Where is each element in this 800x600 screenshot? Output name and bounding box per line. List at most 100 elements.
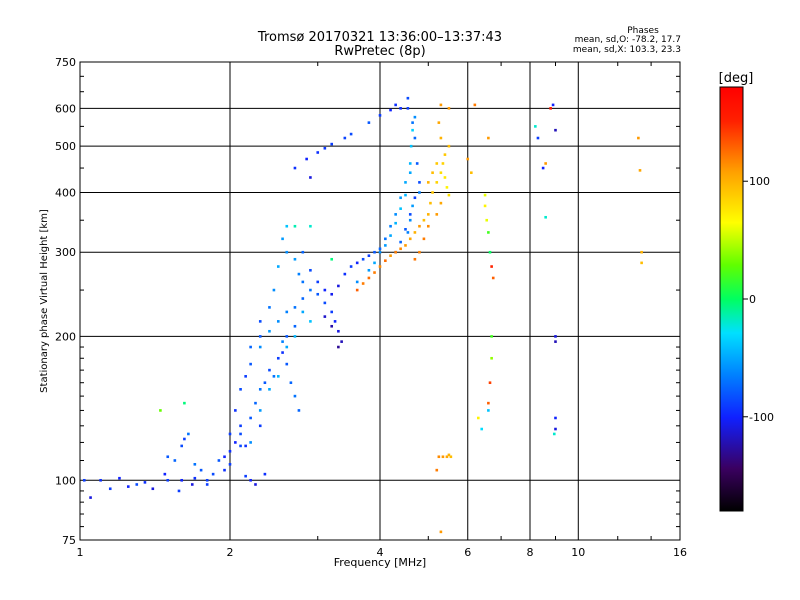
data-point [473,103,477,107]
data-point [301,280,305,284]
y-tick-label: 100 [55,474,76,487]
data-point [394,221,397,225]
data-point [355,261,359,265]
data-point [541,166,545,170]
data-point [408,237,412,241]
data-point [272,375,276,378]
data-point [552,432,556,436]
data-point [281,340,284,343]
data-point [361,282,365,285]
data-point [276,265,280,268]
data-point [268,306,271,309]
data-point [437,455,441,459]
data-point [234,409,237,412]
data-point [193,476,197,480]
data-point [384,259,387,262]
colorbar-tick-label: -100 [749,411,774,424]
data-point [309,268,312,272]
data-point [163,472,167,476]
data-point [340,340,343,343]
data-point [378,114,382,117]
data-point [404,181,407,184]
data-point [487,231,490,234]
y-axis: 75 100 200 300 400 500 600 750 [55,56,680,547]
data-point [249,345,252,349]
data-point [281,237,284,241]
data-point [404,193,407,197]
data-point [293,324,297,328]
data-point [297,272,301,276]
data-point [435,468,439,472]
data-point [337,284,340,288]
x-axis-label: Frequency [MHz] [334,556,426,569]
data-point [408,218,412,222]
data-point [411,121,414,124]
data-point [249,441,252,444]
data-point [190,483,194,486]
data-point [418,224,421,228]
data-point [333,320,337,323]
data-point [544,215,547,219]
data-point [483,204,487,208]
data-point [399,247,402,251]
data-point [323,301,327,305]
data-point [404,244,407,247]
data-point [435,162,439,165]
x-tick-label: 8 [527,546,534,559]
colorbar [719,86,744,512]
data-point [367,254,371,258]
data-point [443,176,447,179]
x-tick-label: 1 [77,546,84,559]
data-point [272,288,276,292]
data-point [441,162,445,165]
data-point [413,115,417,119]
data-point [276,356,280,360]
data-point [166,478,170,482]
data-point [637,136,640,140]
data-point [258,409,262,412]
data-point [373,261,376,265]
data-point [429,201,432,205]
data-point [485,218,489,222]
data-point [439,201,443,205]
data-point [166,455,170,459]
data-point [435,181,439,184]
data-point [228,449,232,453]
data-point [343,136,347,140]
data-point [418,250,421,254]
chart-subtitle: RwPretec (8p) [334,44,425,59]
data-point [470,171,473,175]
data-point [406,107,410,110]
data-point [406,231,410,234]
data-point [258,320,262,323]
data-point [183,401,186,405]
data-point [309,320,312,323]
colorbar-tick-label: 0 [749,293,756,306]
data-point [323,315,327,318]
data-point [89,496,92,499]
data-point [480,427,484,431]
x-tick-label: 16 [673,546,687,559]
data-point [205,478,209,482]
data-point [244,444,247,448]
data-point [276,375,280,378]
data-point [355,280,359,284]
data-point [285,310,289,314]
data-point [384,237,387,241]
data-point [394,213,397,216]
data-point [367,121,371,124]
data-point [293,224,297,228]
data-point [285,335,289,338]
data-point [413,231,417,234]
data-point [316,292,320,296]
data-point [408,213,412,216]
data-point [187,432,190,436]
data-point [239,424,242,428]
data-point [108,487,112,491]
data-point [445,186,449,189]
data-point [431,191,434,194]
data-point [349,132,353,136]
data-point [228,463,232,466]
data-point [439,136,443,140]
chart-title: Tromsø 20170321 13:36:00–13:37:43 [257,30,502,45]
